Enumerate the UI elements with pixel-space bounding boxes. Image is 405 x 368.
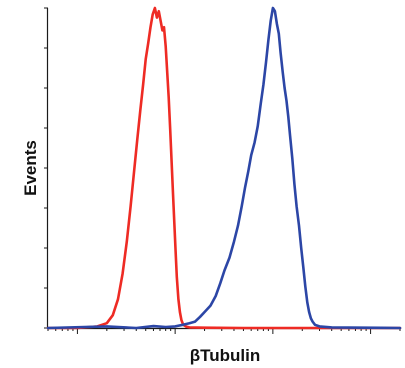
y-axis-ticks xyxy=(44,7,48,329)
series-layer xyxy=(46,6,402,330)
histogram-series-1 xyxy=(46,6,402,330)
histogram-series-2 xyxy=(46,6,402,330)
x-axis-title: βTubulin xyxy=(190,346,260,365)
chart-axes xyxy=(44,7,401,334)
y-axis-title: Events xyxy=(21,140,40,196)
